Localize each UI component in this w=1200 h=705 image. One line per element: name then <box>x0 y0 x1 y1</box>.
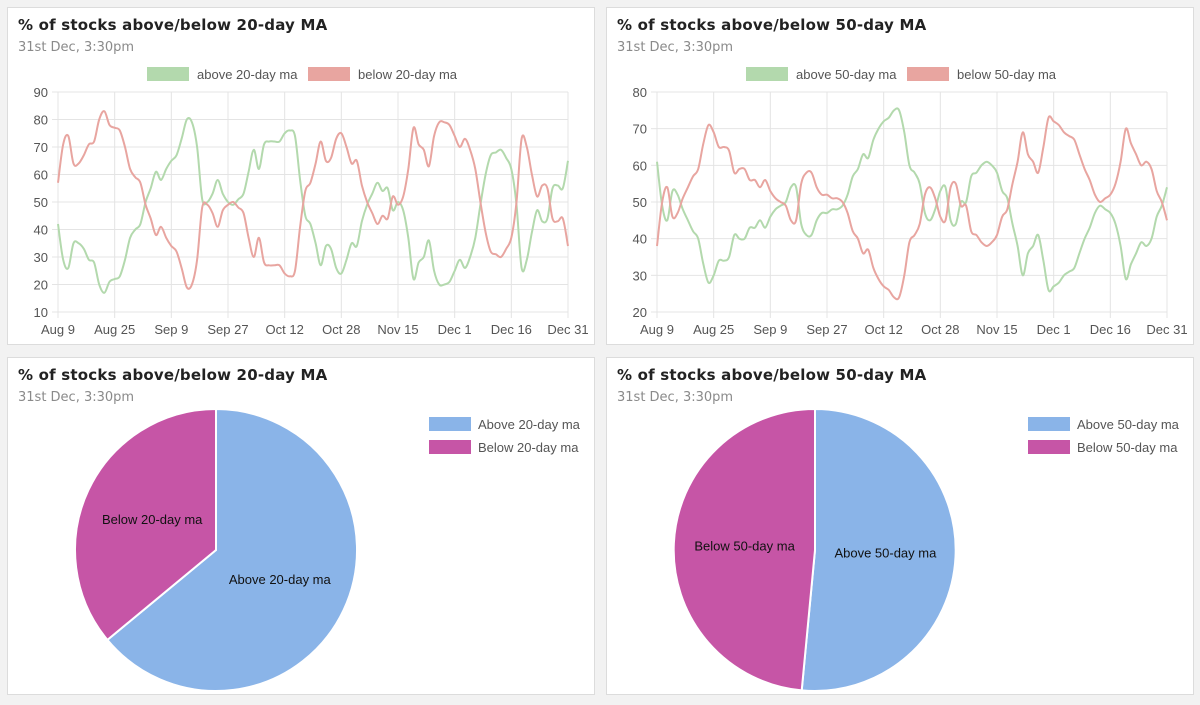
x-tick-label: Oct 28 <box>322 322 360 337</box>
legend-swatch <box>746 67 788 81</box>
line-chart-50day: above 50-day ma below 50-day ma 20 30 40 50 60… <box>633 67 1188 337</box>
chart-subtitle: 31st Dec, 3:30pm <box>617 40 734 55</box>
chart-card-50day-pie: % of stocks above/below 50-day MA 31st D… <box>606 357 1194 695</box>
legend-swatch <box>429 440 471 454</box>
y-tick-label: 60 <box>633 158 647 173</box>
x-tick-label: Oct 28 <box>921 322 959 337</box>
chart-card-50day-line: % of stocks above/below 50-day MA 31st D… <box>606 7 1194 345</box>
x-tick-label: Dec 16 <box>1090 322 1131 337</box>
series-line-above <box>656 107 1168 293</box>
series-line-above <box>57 117 569 294</box>
legend-swatch <box>429 417 471 431</box>
x-tick-label: Oct 12 <box>865 322 903 337</box>
x-tick-label: Sep 27 <box>806 322 847 337</box>
pie-slice-label: Below 20-day ma <box>102 512 203 527</box>
legend-label: Above 20-day ma <box>478 417 581 432</box>
legend-swatch <box>308 67 350 81</box>
y-tick-label: 80 <box>34 113 48 128</box>
chart-subtitle: 31st Dec, 3:30pm <box>18 40 135 55</box>
pie-chart-20day: Above 20-day ma Below 20-day ma Above 20-d… <box>74 407 581 692</box>
y-tick-label: 10 <box>34 305 48 320</box>
pie-slice-below <box>74 407 217 642</box>
chart-title: % of stocks above/below 20-day MA <box>18 366 328 384</box>
chart-title: % of stocks above/below 50-day MA <box>617 366 927 384</box>
x-tick-label: Dec 16 <box>491 322 532 337</box>
pie-slice-label: Below 50-day ma <box>694 539 795 554</box>
legend-swatch <box>147 67 189 81</box>
legend-label: above 20-day ma <box>197 67 298 82</box>
legend-label: Below 50-day ma <box>1077 440 1178 455</box>
x-tick-label: Dec 1 <box>438 322 472 337</box>
y-tick-label: 20 <box>633 305 647 320</box>
x-tick-label: Sep 9 <box>753 322 787 337</box>
x-tick-label: Aug 25 <box>693 322 734 337</box>
series-line-below <box>656 115 1168 301</box>
pie-slice-above <box>800 407 957 692</box>
legend-label: below 20-day ma <box>358 67 458 82</box>
series-line-below <box>57 110 569 290</box>
y-tick-label: 40 <box>34 223 48 238</box>
y-tick-label: 40 <box>633 232 647 247</box>
legend-label: below 50-day ma <box>957 67 1057 82</box>
x-tick-label: Aug 25 <box>94 322 135 337</box>
chart-subtitle: 31st Dec, 3:30pm <box>18 390 135 405</box>
x-tick-label: Sep 27 <box>207 322 248 337</box>
chart-card-20day-line: % of stocks above/below 20-day MA 31st D… <box>7 7 595 345</box>
legend-label: above 50-day ma <box>796 67 897 82</box>
chart-title: % of stocks above/below 20-day MA <box>18 16 328 34</box>
y-tick-label: 50 <box>633 195 647 210</box>
y-tick-label: 30 <box>34 250 48 265</box>
x-tick-label: Sep 9 <box>154 322 188 337</box>
x-tick-label: Aug 9 <box>640 322 674 337</box>
legend-swatch <box>1028 440 1070 454</box>
y-tick-label: 30 <box>633 268 647 283</box>
y-tick-label: 90 <box>34 85 48 100</box>
x-tick-label: Dec 31 <box>547 322 588 337</box>
x-tick-label: Nov 15 <box>377 322 418 337</box>
pie-slice-below <box>672 407 816 692</box>
chart-card-20day-pie: % of stocks above/below 20-day MA 31st D… <box>7 357 595 695</box>
y-tick-label: 80 <box>633 85 647 100</box>
legend-swatch <box>1028 417 1070 431</box>
x-tick-label: Dec 31 <box>1146 322 1187 337</box>
y-tick-label: 50 <box>34 195 48 210</box>
chart-title: % of stocks above/below 50-day MA <box>617 16 927 34</box>
x-tick-label: Nov 15 <box>976 322 1017 337</box>
legend-label: Above 50-day ma <box>1077 417 1180 432</box>
x-tick-label: Oct 12 <box>266 322 304 337</box>
pie-slice-above <box>105 407 358 692</box>
y-tick-label: 70 <box>633 122 647 137</box>
x-tick-label: Dec 1 <box>1037 322 1071 337</box>
y-tick-label: 70 <box>34 140 48 155</box>
legend-swatch <box>907 67 949 81</box>
pie-slice-label: Above 20-day ma <box>229 572 332 587</box>
chart-subtitle: 31st Dec, 3:30pm <box>617 390 734 405</box>
x-tick-label: Aug 9 <box>41 322 75 337</box>
pie-slice-label: Above 50-day ma <box>834 545 937 560</box>
line-chart-20day: above 20-day ma below 20-day ma 10 20 30 40 50… <box>34 67 589 337</box>
pie-chart-50day: Above 50-day ma Below 50-day ma Above 50-d… <box>672 407 1180 692</box>
y-tick-label: 60 <box>34 168 48 183</box>
y-tick-label: 20 <box>34 278 48 293</box>
legend-label: Below 20-day ma <box>478 440 579 455</box>
